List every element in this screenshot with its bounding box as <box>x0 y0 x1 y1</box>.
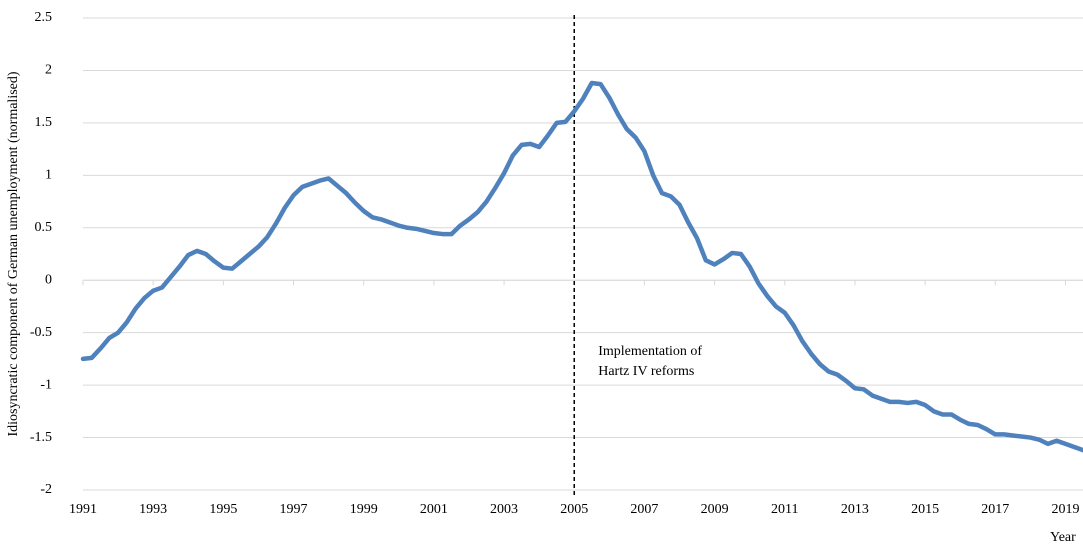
y-tick-label: 1.5 <box>35 115 53 130</box>
x-tick-label: 1997 <box>280 502 308 517</box>
y-tick-label: 0.5 <box>35 220 53 235</box>
y-tick-label: -0.5 <box>30 325 52 340</box>
y-tick-label: 2.5 <box>35 10 53 25</box>
x-tick-label: 2015 <box>911 502 939 517</box>
x-tick-label: 2011 <box>771 502 798 517</box>
x-tick-label: 2003 <box>490 502 518 517</box>
x-tick-label: 1999 <box>350 502 378 517</box>
x-tick-label: 1995 <box>209 502 237 517</box>
x-tick-label: 2005 <box>560 502 588 517</box>
y-tick-label: 2 <box>45 63 52 78</box>
x-tick-label: 2019 <box>1051 502 1079 517</box>
annotation: Implementation of <box>598 344 702 359</box>
annotation: Hartz IV reforms <box>598 364 694 379</box>
x-tick-label: 1993 <box>139 502 167 517</box>
data-line <box>80 80 1083 453</box>
x-tick-label: 2013 <box>841 502 869 517</box>
x-tick-label: 2009 <box>701 502 729 517</box>
y-tick-label: 1 <box>45 168 52 183</box>
x-tick-label: 2001 <box>420 502 448 517</box>
x-tick-label: 2007 <box>630 502 658 517</box>
y-tick-label: -2 <box>40 482 52 497</box>
x-axis-title: Year <box>1050 530 1076 545</box>
y-tick-label: 0 <box>45 272 52 287</box>
y-tick-label: -1.5 <box>30 430 52 445</box>
y-axis-title: Idiosyncratic component of German unempl… <box>6 71 21 436</box>
y-tick-label: -1 <box>40 377 52 392</box>
x-tick-label: 2017 <box>981 502 1009 517</box>
x-tick-label: 1991 <box>69 502 97 517</box>
